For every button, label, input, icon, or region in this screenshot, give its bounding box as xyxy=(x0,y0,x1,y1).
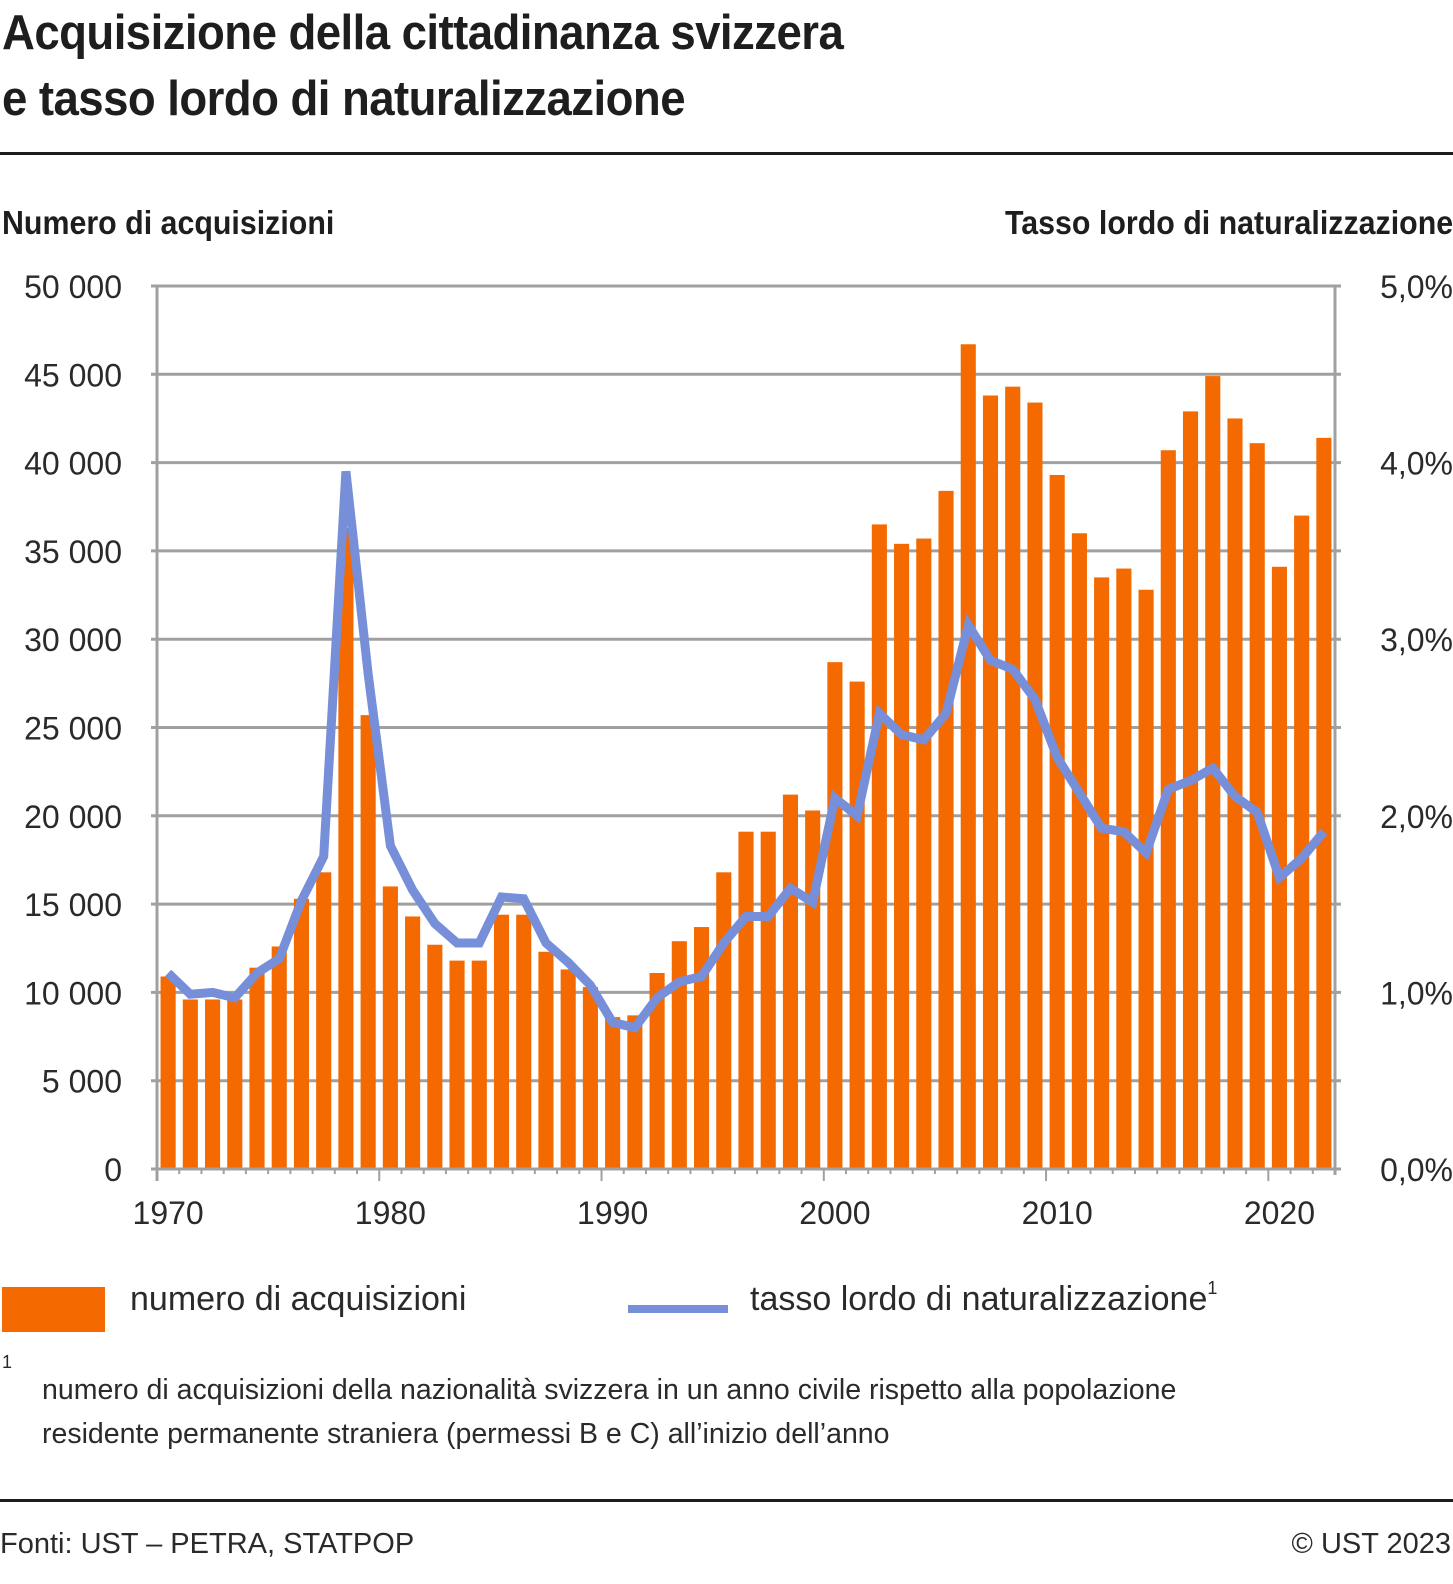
right-tick-label: 2,0% xyxy=(1380,799,1453,835)
bar xyxy=(249,967,265,1169)
bar xyxy=(871,524,887,1169)
bar xyxy=(671,941,687,1169)
chart-title-line-2: e tasso lordo di naturalizzazione xyxy=(2,72,686,126)
bar xyxy=(827,662,843,1169)
x-tick-label: 1980 xyxy=(355,1195,426,1231)
bar xyxy=(338,527,354,1169)
combo-chart: 0 5 000 10 000 15 000 20 000 25 000 30 000 35 0… xyxy=(24,269,1453,1231)
bar xyxy=(1071,533,1087,1169)
left-tick-label: 50 000 xyxy=(24,269,122,305)
bar xyxy=(405,916,421,1169)
bar xyxy=(693,927,710,1169)
bar xyxy=(849,681,865,1169)
footnote: numero di acquisizioni della nazionalità… xyxy=(42,1368,1442,1456)
bar xyxy=(649,972,665,1169)
footnote-line-1: numero di acquisizioni della nazionalità… xyxy=(42,1374,1177,1406)
bar-series xyxy=(160,344,1332,1170)
bar xyxy=(1116,568,1132,1169)
bar xyxy=(894,543,910,1169)
bar xyxy=(382,886,398,1169)
bar xyxy=(1138,589,1154,1169)
x-tick-label: 1990 xyxy=(577,1195,648,1231)
bar xyxy=(271,946,287,1169)
chart-title-line-1: Acquisizione della cittadinanza svizzera xyxy=(2,6,844,60)
bar xyxy=(493,914,510,1169)
left-tick-label: 30 000 xyxy=(24,622,122,658)
line-series xyxy=(164,470,1328,1033)
bar xyxy=(316,872,332,1169)
bar xyxy=(560,969,576,1169)
bar xyxy=(1249,443,1265,1169)
bar xyxy=(582,987,598,1169)
x-tick-label: 1970 xyxy=(133,1195,204,1231)
legend-line-swatch xyxy=(628,1305,728,1313)
left-tick-label: 45 000 xyxy=(24,357,122,393)
legend-line-text: tasso lordo di naturalizzazione xyxy=(750,1280,1208,1318)
bar xyxy=(938,490,954,1170)
right-tick-label: 5,0% xyxy=(1380,269,1453,305)
bar xyxy=(1005,386,1021,1169)
legend-bar-swatch xyxy=(2,1287,105,1332)
source-text: Fonti: UST – PETRA, STATPOP xyxy=(0,1528,415,1560)
legend-line-superscript: 1 xyxy=(1207,1277,1218,1298)
x-tick-label: 2000 xyxy=(799,1195,870,1231)
legend-line-label: tasso lordo di naturalizzazione1 xyxy=(750,1277,1218,1319)
left-tick-label: 0 xyxy=(104,1152,122,1188)
left-tick-label: 35 000 xyxy=(24,534,122,570)
right-axis-title: Tasso lordo di naturalizzazione xyxy=(1004,204,1453,241)
bar xyxy=(360,715,376,1169)
right-tick-label: 0,0% xyxy=(1380,1152,1453,1188)
bar xyxy=(760,831,776,1169)
bar xyxy=(738,831,754,1169)
bar xyxy=(538,951,554,1169)
left-tick-label: 25 000 xyxy=(24,711,122,747)
bar xyxy=(516,914,532,1169)
copyright-text: © UST 2023 xyxy=(1291,1528,1451,1560)
bar xyxy=(449,960,465,1169)
bar xyxy=(1182,411,1199,1169)
chart-title: Acquisizione della cittadinanza svizzera… xyxy=(2,0,1341,132)
top-divider xyxy=(0,152,1453,155)
bar xyxy=(293,898,310,1169)
bar xyxy=(1094,577,1110,1169)
bar xyxy=(782,794,799,1169)
bottom-divider xyxy=(0,1499,1453,1502)
bar xyxy=(982,395,999,1169)
bar xyxy=(627,1015,643,1169)
bar xyxy=(182,999,198,1169)
legend-bar-label: numero di acquisizioni xyxy=(130,1280,467,1318)
bar xyxy=(1027,402,1043,1169)
left-tick-label: 20 000 xyxy=(24,799,122,835)
right-tick-label: 3,0% xyxy=(1380,622,1453,658)
right-tick-label: 4,0% xyxy=(1380,446,1453,482)
bar xyxy=(1049,474,1065,1169)
bar xyxy=(205,999,221,1169)
bar xyxy=(605,1017,621,1169)
left-axis-title: Numero di acquisizioni xyxy=(2,204,335,241)
bar xyxy=(1316,437,1332,1170)
left-tick-label: 15 000 xyxy=(24,887,122,923)
legend: numero di acquisizioni tasso lordo di na… xyxy=(0,1276,1453,1332)
right-tick-label: 1,0% xyxy=(1380,975,1453,1011)
bar xyxy=(916,538,932,1169)
left-tick-label: 10 000 xyxy=(24,975,122,1011)
left-tick-label: 40 000 xyxy=(24,446,122,482)
left-tick-label: 5 000 xyxy=(42,1064,122,1100)
bar xyxy=(716,872,732,1169)
bar xyxy=(1160,450,1176,1169)
tick-labels: 0 5 000 10 000 15 000 20 000 25 000 30 000 35 0… xyxy=(24,269,1453,1231)
bar xyxy=(160,976,176,1169)
bar xyxy=(1294,515,1310,1169)
footnote-mark: 1 xyxy=(2,1352,13,1372)
x-tick-label: 2010 xyxy=(1022,1195,1093,1231)
axes xyxy=(151,286,1341,1181)
bar xyxy=(471,960,487,1169)
x-tick-label: 2020 xyxy=(1244,1195,1315,1231)
bar xyxy=(960,344,976,1169)
bar xyxy=(227,999,243,1169)
bar xyxy=(427,944,443,1169)
footnote-line-2: residente permanente straniera (permessi… xyxy=(42,1418,890,1450)
